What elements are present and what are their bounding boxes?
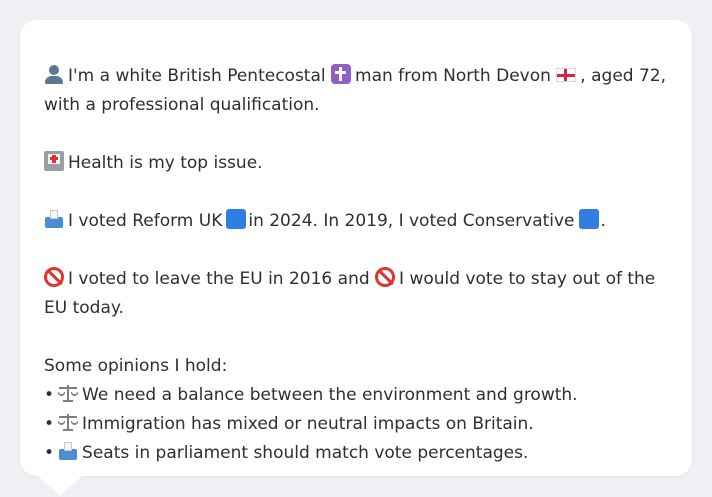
hospital-icon xyxy=(44,151,64,171)
scales-icon xyxy=(58,383,79,403)
blue-square-icon xyxy=(226,209,247,229)
opinion-item: • We need a balance between the environme… xyxy=(44,381,668,410)
opinion-item: • Seats in parliament should match vote p… xyxy=(44,439,668,468)
no-entry-icon xyxy=(44,267,64,287)
identity-paragraph: I'm a white British Pentecostal man from… xyxy=(44,62,668,120)
bullet: • xyxy=(44,443,55,463)
no-entry-icon xyxy=(375,267,396,287)
health-text: Health is my top issue. xyxy=(68,153,263,173)
bullet: • xyxy=(44,414,55,434)
vote-text-3: . xyxy=(600,211,606,231)
vote-paragraph: I voted Reform UK in 2024. In 2019, I vot… xyxy=(44,207,668,236)
england-flag-icon xyxy=(556,68,577,82)
speech-bubble-tail xyxy=(38,476,82,496)
scales-icon xyxy=(58,412,79,432)
vote-text-2: in 2024. In 2019, I voted Conservative xyxy=(248,211,575,231)
eu-text-2: I would vote to stay out of the EU today… xyxy=(44,269,656,318)
latin-cross-icon xyxy=(331,64,352,84)
opinion-item: • Immigration has mixed or neutral impact… xyxy=(44,410,668,439)
vote-text-1: I voted Reform UK xyxy=(68,211,223,231)
ballot-box-icon xyxy=(58,441,78,461)
health-paragraph: Health is my top issue. xyxy=(44,149,668,178)
ballot-box-icon xyxy=(44,209,64,229)
blue-square-icon xyxy=(578,209,599,229)
opinion-text: Immigration has mixed or neutral impacts… xyxy=(82,414,534,434)
opinions-heading: Some opinions I hold: xyxy=(44,356,228,376)
identity-text-3: , aged 72, with a professional qualifica… xyxy=(44,66,667,115)
opinion-text: Seats in parliament should match vote pe… xyxy=(82,443,529,463)
eu-text-1: I voted to leave the EU in 2016 and xyxy=(68,269,370,289)
bullet: • xyxy=(44,385,55,405)
identity-text-2: man from North Devon xyxy=(355,66,551,86)
eu-paragraph: I voted to leave the EU in 2016 and I wo… xyxy=(44,265,668,323)
opinions-list: • We need a balance between the environme… xyxy=(44,381,668,468)
user-icon xyxy=(44,64,64,84)
opinion-text: We need a balance between the environmen… xyxy=(82,385,578,405)
identity-text-1: I'm a white British Pentecostal xyxy=(68,66,326,86)
profile-message-card: I'm a white British Pentecostal man from… xyxy=(20,20,692,476)
